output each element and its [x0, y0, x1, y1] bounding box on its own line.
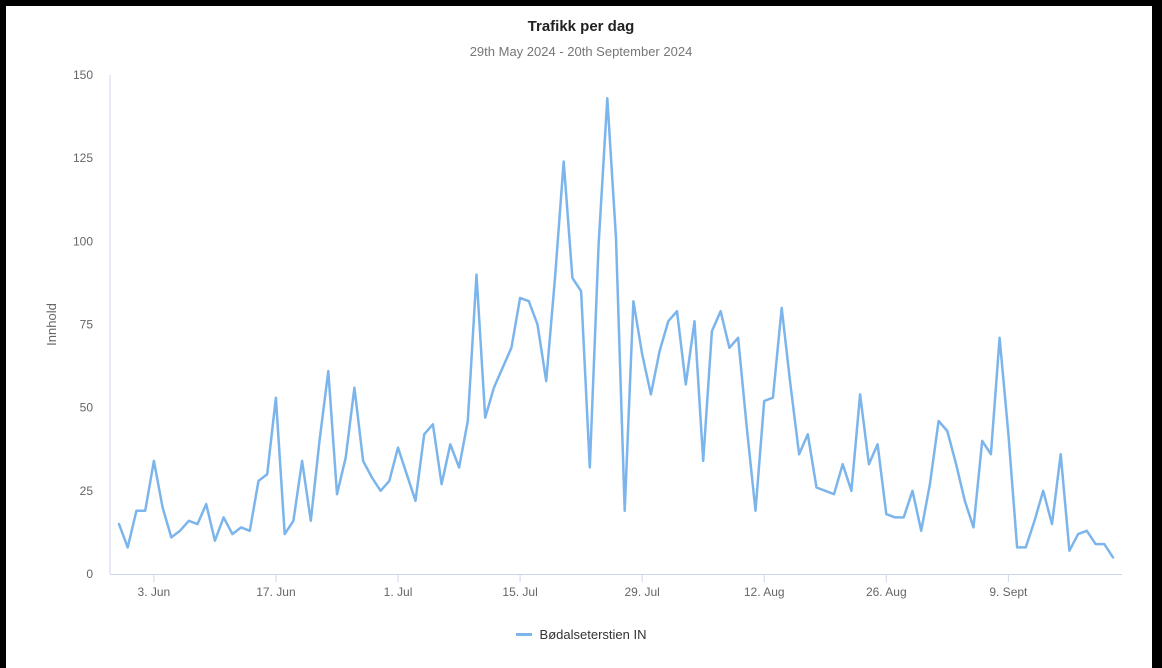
y-tick-label: 0: [86, 567, 93, 581]
y-tick-label: 125: [73, 151, 93, 165]
x-tick-label: 26. Aug: [866, 585, 907, 599]
series-group: [117, 97, 1115, 559]
legend-label: Bødalseterstien IN: [539, 627, 647, 642]
y-axis-label: Innhold: [44, 303, 59, 346]
x-tick-label: 9. Sept: [989, 585, 1028, 599]
y-tick-label: 75: [80, 318, 94, 332]
x-tick-label: 29. Jul: [624, 585, 659, 599]
chart-subtitle: 29th May 2024 - 20th September 2024: [469, 44, 693, 59]
y-axis-ticks: 0 25 50 75 100 125 150: [73, 68, 93, 581]
x-tick-label: 17. Jun: [256, 585, 295, 599]
series-line[interactable]: [117, 97, 1115, 559]
chart-title: Trafikk per dag: [527, 18, 635, 35]
x-tick-label: 1. Jul: [384, 585, 413, 599]
y-tick-label: 50: [80, 401, 94, 415]
x-axis-ticks: 3. Jun 17. Jun 1. Jul 15. Jul 29. Jul 12. Aug…: [138, 574, 1028, 599]
y-tick-label: 150: [73, 68, 93, 82]
y-tick-label: 25: [80, 484, 94, 498]
legend[interactable]: Bødalseterstien IN: [0, 627, 1162, 642]
x-tick-label: 12. Aug: [744, 585, 785, 599]
x-tick-label: 15. Jul: [502, 585, 537, 599]
x-tick-label: 3. Jun: [138, 585, 171, 599]
legend-swatch: [515, 633, 532, 636]
y-tick-label: 100: [73, 234, 93, 248]
